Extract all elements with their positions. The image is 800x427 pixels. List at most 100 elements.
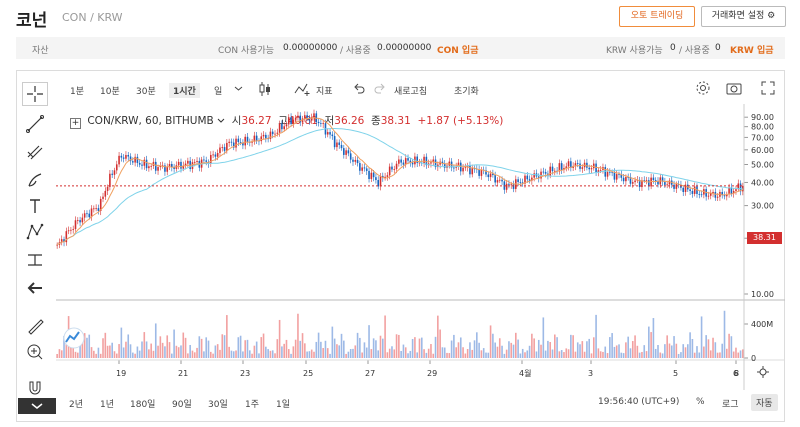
volume-bar [492,333,494,358]
indicator-button[interactable]: 지표 [316,87,333,97]
candle-body [480,169,483,176]
auto-trading-button[interactable]: 오토 트레이딩 [619,6,695,27]
close-label: 종 [371,115,381,127]
krw-deposit-link[interactable]: KRW 입금 [730,46,774,56]
range-90d[interactable]: 90일 [172,400,192,410]
candle-body [159,165,162,168]
candle-body [132,161,134,163]
symbol-label[interactable]: CON/KRW, 60, BITHUMB [87,115,214,127]
trendline-icon[interactable] [22,112,48,136]
range-30d[interactable]: 30일 [208,400,228,410]
redo-icon[interactable] [374,82,386,94]
interval-10m[interactable]: 10분 [100,87,120,97]
volume-bar [439,329,441,358]
candle-body [716,196,719,198]
volume-bar [498,338,501,358]
zoom-in-icon[interactable] [22,340,48,364]
candle-body [338,142,341,145]
range-1y[interactable]: 1년 [100,400,115,410]
volume-bar [411,339,414,358]
fullscreen-icon[interactable] [761,81,775,95]
volume-bar [648,326,650,358]
volume-bar [267,349,269,358]
volume-bar [459,337,462,358]
range-1d[interactable]: 1일 [276,400,291,410]
candle-body [56,244,58,246]
range-2y[interactable]: 2년 [69,400,84,410]
candle-body [544,172,547,174]
time-tick-label: 5 [673,369,678,378]
candle-body [466,165,469,168]
volume-bar [345,353,347,358]
indicator-icon[interactable] [294,81,312,97]
add-symbol-icon[interactable]: + [70,118,81,129]
chevron-down-icon[interactable] [217,118,225,124]
range-1w[interactable]: 1주 [245,400,260,410]
con-deposit-link[interactable]: CON 입금 [437,46,479,56]
candle-body [262,134,265,137]
candle-body [230,141,233,143]
chevron-down-icon[interactable] [234,85,243,93]
interval-1m[interactable]: 1분 [70,87,85,97]
volume-bar [189,344,191,358]
magnet-icon[interactable] [22,376,48,400]
candle-body [345,150,347,155]
volume-bar [352,348,354,358]
candlestick-icon[interactable] [258,81,272,97]
volume-bar [652,318,655,358]
percent-toggle[interactable]: % [696,397,705,407]
volume-bar [480,350,483,358]
volume-bar [193,352,196,358]
volume-bar [714,342,717,358]
brush-icon[interactable] [22,168,48,192]
candle-body [177,161,180,166]
measure-icon[interactable] [22,248,48,272]
auto-scale-toggle[interactable]: 자동 [751,394,778,411]
volume-bar [58,349,61,358]
time-tick-label: 29 [427,369,437,378]
candle-body [586,162,588,168]
candle-body [122,157,125,159]
candle-body [81,217,84,223]
collapse-toolbar-button[interactable] [18,398,56,414]
volume-bar [354,345,357,358]
candle-body [193,161,196,163]
volume-bar [602,351,604,358]
log-toggle[interactable]: 로그 [722,400,739,410]
back-arrow-icon[interactable] [22,276,48,300]
volume-bar [365,347,368,358]
candle-body [336,142,338,148]
interval-1h[interactable]: 1시간 [169,83,200,98]
volume-tick-label: 0 [751,354,756,363]
reset-button[interactable]: 초기화 [454,87,479,97]
candle-body [622,177,625,182]
range-180d[interactable]: 180일 [130,400,156,410]
candle-body [526,175,529,180]
interval-day[interactable]: 일 [214,87,223,97]
volume-bar [118,344,120,358]
interval-30m[interactable]: 30분 [136,87,156,97]
camera-icon[interactable] [726,81,742,95]
fib-tool-icon[interactable] [22,140,48,164]
volume-bar [661,353,664,358]
crosshair-icon[interactable] [22,82,48,106]
volume-bar [416,352,419,358]
volume-bar [265,346,267,358]
text-tool-icon[interactable] [22,194,48,218]
refresh-button[interactable]: 새로고침 [394,87,428,97]
time-tick-label: 27 [365,369,375,378]
volume-bar [145,341,148,358]
volume-bar [636,345,639,358]
trade-settings-button[interactable]: 거래화면 설정 ⚙ [701,6,786,27]
volume-bar [90,347,93,358]
candle-body [232,142,235,148]
undo-icon[interactable] [353,82,365,94]
gear-icon[interactable] [695,80,711,96]
ruler-icon[interactable] [22,314,48,338]
volume-bar [425,352,428,358]
candle-body [127,155,130,157]
price-chart[interactable]: 90.0080.0070.0060.0050.0040.0030.0020.00… [56,104,785,390]
header: 코넌 CON / KRW 오토 트레이딩 거래화면 설정 ⚙ [0,0,800,34]
settings-gear-icon[interactable] [757,366,769,378]
pattern-icon[interactable] [22,220,48,244]
